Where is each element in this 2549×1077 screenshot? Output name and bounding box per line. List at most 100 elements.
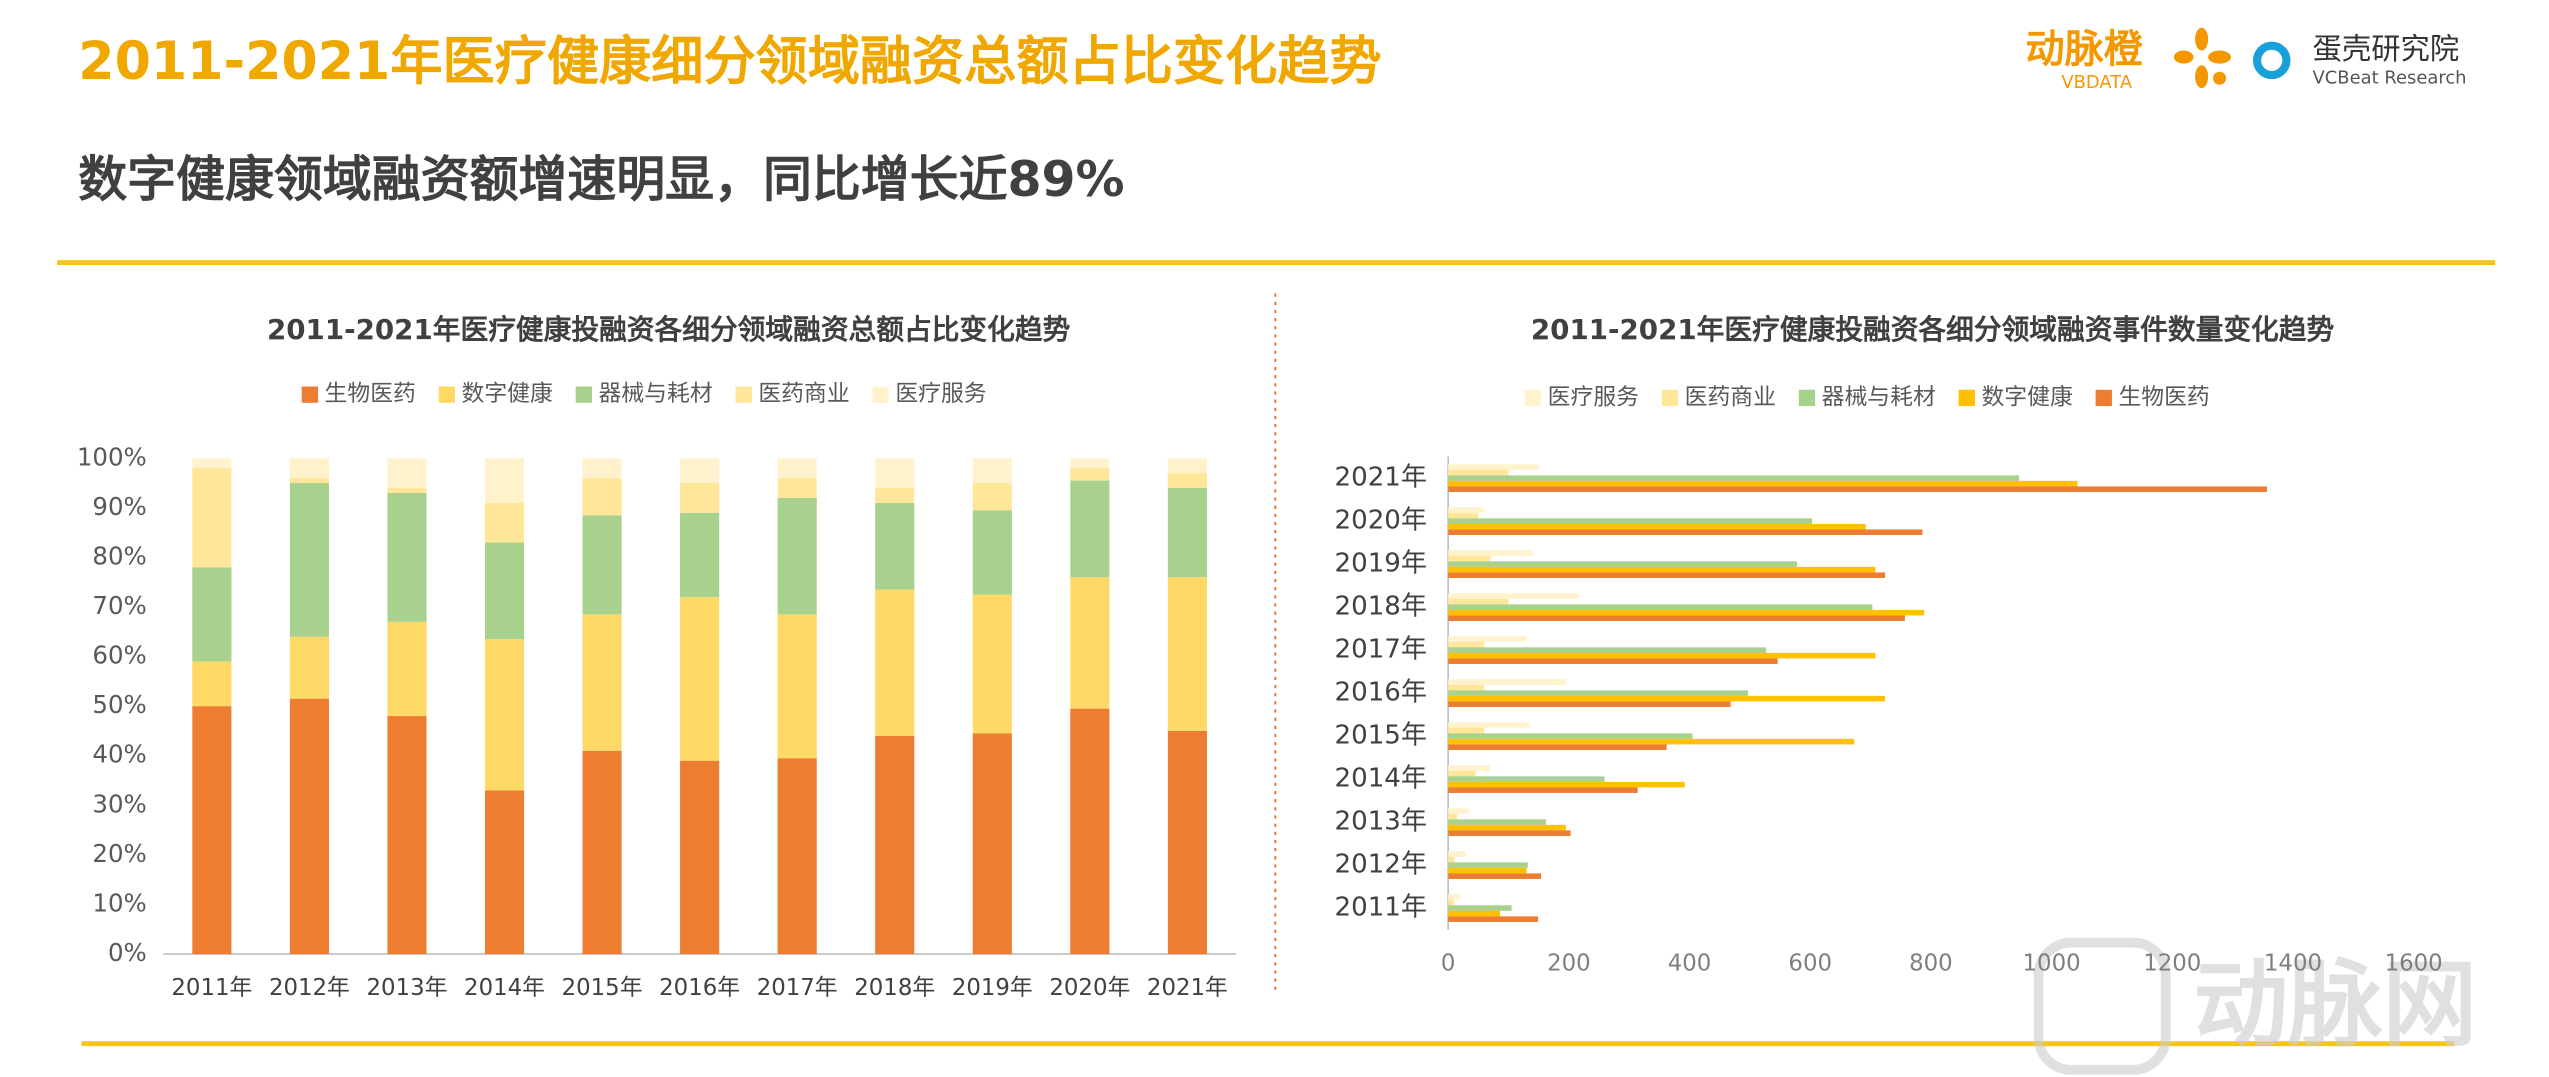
- x-tick-label: 2015年: [562, 975, 643, 1001]
- y-tick-label: 2013年: [1335, 807, 1427, 837]
- bar: [1448, 867, 1527, 874]
- bar-segment: [192, 468, 232, 568]
- legend-label: 医药商业: [758, 381, 849, 407]
- bar: [1448, 770, 1476, 777]
- legend-swatch: [1958, 389, 1975, 407]
- bar: [1448, 486, 2268, 492]
- bar-segment: [777, 458, 817, 479]
- bar: [1448, 813, 1458, 820]
- bar-segment: [192, 706, 232, 955]
- x-tick-label: 2018年: [854, 975, 935, 1001]
- bar-segment: [1167, 577, 1207, 731]
- legend-swatch: [735, 386, 752, 403]
- x-tick-label: 2021年: [1147, 975, 1228, 1001]
- legend-swatch: [2095, 389, 2112, 407]
- bar: [1448, 899, 1455, 906]
- bar-segment: [1167, 458, 1207, 474]
- y-tick-label: 2012年: [1335, 850, 1427, 880]
- slide-subtitle: 数字健康领域融资额增速明显，同比增长近89%: [78, 151, 1124, 208]
- bar: [1448, 480, 2078, 487]
- bar: [1448, 555, 1491, 562]
- legend-label: 医疗服务: [895, 381, 986, 407]
- legend-swatch: [1524, 389, 1542, 407]
- bar: [1448, 684, 1485, 691]
- y-tick-label: 80%: [92, 541, 146, 570]
- bar: [1448, 851, 1467, 857]
- x-tick-label: 2017年: [757, 975, 838, 1001]
- x-tick-label: 2012年: [269, 975, 350, 1001]
- x-tick-label: 2019年: [952, 975, 1033, 1001]
- bar-segment: [777, 497, 817, 615]
- logo-icon: [2252, 41, 2291, 80]
- bar-segment: [484, 542, 525, 640]
- x-tick-label: 2020年: [1049, 975, 1130, 1001]
- legend-swatch: [1661, 389, 1679, 407]
- bar: [1448, 566, 1876, 573]
- bar: [1448, 824, 1566, 831]
- x-tick-label: 1600: [2385, 950, 2443, 976]
- bar-segment: [1070, 480, 1110, 578]
- bar-segment: [875, 502, 915, 590]
- legend-label: 器械与耗材: [1822, 384, 1936, 410]
- bar: [1448, 469, 1509, 476]
- bar: [1448, 507, 1485, 513]
- bar-segment: [777, 758, 817, 955]
- legend-label: 生物医药: [325, 381, 416, 407]
- slide-title: 2011-2021年医疗健康细分领域融资总额占比变化趋势: [78, 32, 1381, 92]
- bar: [1448, 905, 1512, 911]
- bar-segment: [289, 478, 329, 484]
- bar: [1448, 523, 1866, 530]
- bar-segment: [387, 458, 427, 489]
- x-tick-label: 2011年: [171, 975, 252, 1001]
- bar-segment: [1070, 468, 1110, 481]
- bar: [1448, 910, 1501, 917]
- bar: [1448, 609, 1925, 616]
- y-tick-label: 2017年: [1335, 635, 1427, 665]
- logo-text: 蛋壳研究院: [2313, 32, 2460, 66]
- bar: [1448, 475, 2020, 481]
- watermark-icon: [2033, 937, 2171, 1075]
- y-tick-label: 0%: [108, 938, 147, 967]
- bar-segment: [582, 750, 622, 955]
- bar: [1448, 727, 1485, 734]
- y-tick-label: 2014年: [1335, 764, 1427, 794]
- legend-swatch: [438, 386, 456, 403]
- bar: [1448, 873, 1542, 879]
- bar: [1448, 781, 1685, 788]
- bar: [1448, 518, 1813, 524]
- y-tick-label: 30%: [92, 789, 146, 818]
- bar-segment: [1070, 708, 1110, 955]
- bar-segment: [484, 502, 525, 543]
- bar-segment: [875, 458, 915, 489]
- bar-segment: [875, 488, 915, 503]
- watermark: 动脉网: [2193, 950, 2477, 1060]
- y-tick-label: 2020年: [1335, 506, 1427, 536]
- bar-segment: [289, 483, 329, 637]
- bar-segment: [582, 458, 622, 479]
- bar-segment: [680, 458, 720, 484]
- bar: [1448, 819, 1546, 825]
- bar-segment: [289, 636, 329, 699]
- bar-segment: [1167, 488, 1207, 578]
- bar-segment: [582, 478, 622, 516]
- bar: [1448, 733, 1693, 739]
- y-tick-label: 2015年: [1335, 721, 1427, 751]
- bar-segment: [289, 458, 329, 479]
- bar-segment: [777, 614, 817, 759]
- bar: [1448, 722, 1530, 728]
- y-tick-label: 90%: [92, 492, 146, 521]
- legend-label: 生物医药: [2118, 384, 2209, 410]
- bar: [1448, 572, 1886, 578]
- bar: [1448, 776, 1605, 782]
- y-tick-label: 2018年: [1335, 592, 1427, 622]
- legend-label: 数字健康: [462, 381, 553, 407]
- bar-segment: [680, 760, 720, 955]
- bar: [1448, 787, 1638, 793]
- bar-segment: [1167, 730, 1207, 955]
- x-tick-label: 2014年: [464, 975, 545, 1001]
- bar-segment: [1070, 577, 1110, 709]
- bar: [1448, 765, 1491, 771]
- y-tick-label: 10%: [92, 888, 146, 917]
- bar: [1448, 529, 1923, 535]
- legend-swatch: [1798, 389, 1816, 407]
